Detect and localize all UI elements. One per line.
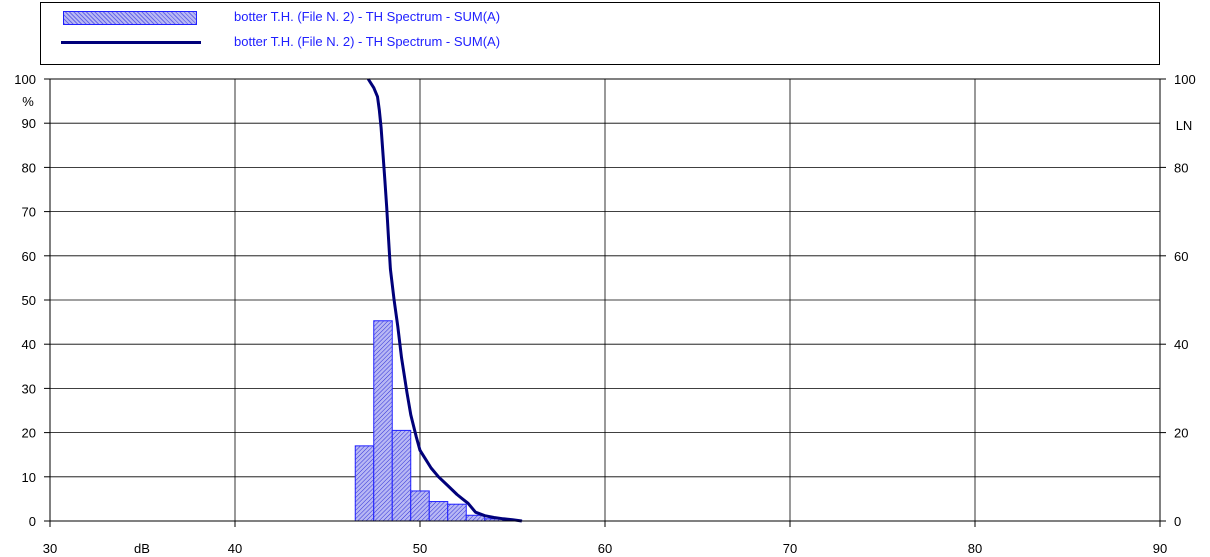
legend-line-label: botter T.H. (File N. 2) - TH Spectrum - …	[234, 34, 501, 49]
legend-line-swatch	[61, 41, 201, 44]
x-tick-label: 30	[43, 541, 57, 556]
cumulative-line-path	[366, 78, 523, 523]
histogram-bar	[354, 445, 375, 522]
legend: botter T.H. (File N. 2) - TH Spectrum - …	[40, 2, 1160, 65]
histogram-bar	[410, 490, 430, 522]
histogram-bar	[373, 320, 393, 522]
y-tick-label: 20	[22, 426, 36, 441]
legend-item-line: botter T.H. (File N. 2) - TH Spectrum - …	[41, 33, 1159, 51]
x-tick-label: 40	[228, 541, 242, 556]
legend-bar-label: botter T.H. (File N. 2) - TH Spectrum - …	[234, 9, 501, 24]
y2-tick-label: 60	[1174, 249, 1188, 264]
y2-tick-label: 100	[1174, 72, 1196, 87]
histogram-bar	[447, 503, 467, 522]
y-tick-label: 40	[22, 337, 36, 352]
y-tick-label: 80	[22, 160, 36, 175]
grid	[50, 79, 1160, 521]
y2-tick-label: 80	[1174, 160, 1188, 175]
y-tick-label: 0	[29, 514, 36, 529]
y-tick-label: 10	[22, 470, 36, 485]
x-axis-label: dB	[134, 541, 150, 556]
x-tick-label: 60	[598, 541, 612, 556]
y-axis-label: %	[22, 94, 34, 109]
y-tick-label: 50	[22, 293, 36, 308]
cumulative-line	[366, 78, 523, 523]
y2-tick-label: 0	[1174, 514, 1181, 529]
y-tick-label: 70	[22, 205, 36, 220]
histogram-bar	[391, 429, 412, 522]
y-tick-label: 60	[22, 249, 36, 264]
y2-tick-label: 20	[1174, 426, 1188, 441]
histogram-bars	[354, 320, 523, 522]
y-tick-label: 30	[22, 381, 36, 396]
y-tick-label: 90	[22, 116, 36, 131]
y2-tick-label: 40	[1174, 337, 1188, 352]
plot-frame	[49, 78, 1161, 522]
y-tick-label: 100	[14, 72, 36, 87]
x-tick-label: 50	[413, 541, 427, 556]
x-tick-label: 70	[783, 541, 797, 556]
legend-bar-swatch	[63, 11, 197, 25]
x-tick-label: 80	[968, 541, 982, 556]
legend-item-bars: botter T.H. (File N. 2) - TH Spectrum - …	[41, 8, 1159, 26]
y2-axis-label: LN	[1176, 118, 1193, 133]
axes: 0 10 20 30 40 50 60 70 80 90 100 0 20 40 60 80 100 30 40 50…	[14, 72, 1195, 556]
x-tick-label: 90	[1153, 541, 1167, 556]
histogram-bar	[428, 501, 449, 522]
